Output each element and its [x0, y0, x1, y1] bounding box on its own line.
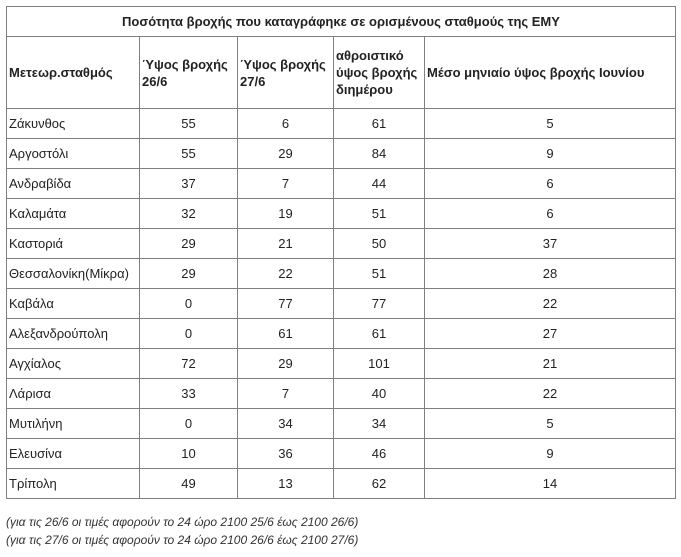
header-rain-26-6-line2: 26/6 — [142, 73, 168, 89]
two-day-total-cell: 50 — [333, 228, 425, 259]
june-average-cell: 6 — [424, 198, 676, 229]
rain-27-6-cell: 6 — [237, 108, 334, 139]
rain-26-6-cell: 72 — [139, 348, 238, 379]
table-row: Ζάκυνθος 55 6 61 5 — [6, 108, 676, 139]
june-average-cell: 5 — [424, 108, 676, 139]
station-cell: Καστοριά — [6, 228, 140, 259]
table-row: Καστοριά 29 21 50 37 — [6, 228, 676, 259]
header-rain-27-6-line2: 27/6 — [240, 73, 266, 89]
rain-27-6-cell: 29 — [237, 348, 334, 379]
rain-27-6-cell: 21 — [237, 228, 334, 259]
station-cell: Αλεξανδρούπολη — [6, 318, 140, 349]
two-day-total-cell: 46 — [333, 438, 425, 469]
station-cell: Καλαμάτα — [6, 198, 140, 229]
table-row: Καβάλα 0 77 77 22 — [6, 288, 676, 319]
header-two-day-total: αθροιστικό ύψος βροχής διημέρου — [333, 36, 425, 109]
header-row: Μετεωρ.σταθμός Ύψος βροχής 26/6 Ύψος βρο… — [6, 36, 676, 109]
table-row: Λάρισα 33 7 40 22 — [6, 378, 676, 409]
header-june-average: Μέσο μηνιαίο ύψος βροχής Ιουνίου — [424, 36, 676, 109]
rain-26-6-cell: 0 — [139, 288, 238, 319]
header-station: Μετεωρ.σταθμός — [6, 36, 140, 109]
table-row: Αγχίαλος 72 29 101 21 — [6, 348, 676, 379]
station-cell: Θεσσαλονίκη(Μίκρα) — [6, 258, 140, 289]
station-cell: Αργοστόλι — [6, 138, 140, 169]
station-cell: Αγχίαλος — [6, 348, 140, 379]
two-day-total-cell: 51 — [333, 258, 425, 289]
rain-26-6-cell: 29 — [139, 258, 238, 289]
header-two-day-total-line2: ύψος βροχής — [336, 65, 418, 80]
table-row: Καλαμάτα 32 19 51 6 — [6, 198, 676, 229]
header-two-day-total-line3: διημέρου — [336, 82, 393, 97]
rain-27-6-cell: 13 — [237, 468, 334, 499]
two-day-total-cell: 34 — [333, 408, 425, 439]
footnote: (για τις 26/6 οι τιμές αφορούν το 24 ώρο… — [6, 515, 359, 529]
rain-27-6-cell: 7 — [237, 378, 334, 409]
rain-27-6-cell: 36 — [237, 438, 334, 469]
table-row: Ανδραβίδα 37 7 44 6 — [6, 168, 676, 199]
june-average-cell: 9 — [424, 138, 676, 169]
table-row: Τρίπολη 49 13 62 14 — [6, 468, 676, 499]
station-cell: Λάρισα — [6, 378, 140, 409]
two-day-total-cell: 61 — [333, 108, 425, 139]
june-average-cell: 6 — [424, 168, 676, 199]
rainfall-table: Ποσότητα βροχής που καταγράφηκε σε ορισμ… — [6, 6, 676, 499]
two-day-total-cell: 51 — [333, 198, 425, 229]
table-row: Αργοστόλι 55 29 84 9 — [6, 138, 676, 169]
june-average-cell: 14 — [424, 468, 676, 499]
footnotes: (για τις 26/6 οι τιμές αφορούν το 24 ώρο… — [6, 513, 358, 549]
rain-27-6-cell: 34 — [237, 408, 334, 439]
rain-26-6-cell: 55 — [139, 138, 238, 169]
header-rain-26-6: Ύψος βροχής 26/6 — [139, 36, 238, 109]
station-cell: Ανδραβίδα — [6, 168, 140, 199]
rain-26-6-cell: 29 — [139, 228, 238, 259]
june-average-cell: 5 — [424, 408, 676, 439]
rain-26-6-cell: 37 — [139, 168, 238, 199]
rain-27-6-cell: 29 — [237, 138, 334, 169]
two-day-total-cell: 62 — [333, 468, 425, 499]
rain-27-6-cell: 22 — [237, 258, 334, 289]
header-rain-27-6-line1: Ύψος βροχής — [240, 56, 326, 72]
station-cell: Τρίπολη — [6, 468, 140, 499]
two-day-total-cell: 101 — [333, 348, 425, 379]
june-average-cell: 27 — [424, 318, 676, 349]
two-day-total-cell: 44 — [333, 168, 425, 199]
rain-27-6-cell: 19 — [237, 198, 334, 229]
rain-27-6-cell: 7 — [237, 168, 334, 199]
june-average-cell: 28 — [424, 258, 676, 289]
station-cell: Ελευσίνα — [6, 438, 140, 469]
rain-26-6-cell: 10 — [139, 438, 238, 469]
station-cell: Καβάλα — [6, 288, 140, 319]
june-average-cell: 21 — [424, 348, 676, 379]
rain-26-6-cell: 55 — [139, 108, 238, 139]
june-average-cell: 22 — [424, 378, 676, 409]
station-cell: Μυτιλήνη — [6, 408, 140, 439]
june-average-cell: 22 — [424, 288, 676, 319]
two-day-total-cell: 84 — [333, 138, 425, 169]
rain-27-6-cell: 61 — [237, 318, 334, 349]
rain-27-6-cell: 77 — [237, 288, 334, 319]
june-average-cell: 37 — [424, 228, 676, 259]
rainfall-table-container: Ποσότητα βροχής που καταγράφηκε σε ορισμ… — [6, 6, 676, 499]
rain-26-6-cell: 0 — [139, 408, 238, 439]
header-rain-26-6-line1: Ύψος βροχής — [142, 56, 228, 72]
table-row: Ελευσίνα 10 36 46 9 — [6, 438, 676, 469]
station-cell: Ζάκυνθος — [6, 108, 140, 139]
two-day-total-cell: 61 — [333, 318, 425, 349]
rain-26-6-cell: 33 — [139, 378, 238, 409]
table-body: Ζάκυνθος 55 6 61 5 Αργοστόλι 55 29 84 9 Ανδραβίδ… — [6, 108, 676, 499]
table-row: Θεσσαλονίκη(Μίκρα) 29 22 51 28 — [6, 258, 676, 289]
two-day-total-cell: 40 — [333, 378, 425, 409]
table-row: Μυτιλήνη 0 34 34 5 — [6, 408, 676, 439]
header-rain-27-6: Ύψος βροχής 27/6 — [237, 36, 334, 109]
rain-26-6-cell: 0 — [139, 318, 238, 349]
rain-26-6-cell: 32 — [139, 198, 238, 229]
table-row: Αλεξανδρούπολη 0 61 61 27 — [6, 318, 676, 349]
two-day-total-cell: 77 — [333, 288, 425, 319]
rain-26-6-cell: 49 — [139, 468, 238, 499]
footnote: (για τις 27/6 οι τιμές αφορούν το 24 ώρο… — [6, 533, 359, 547]
table-title: Ποσότητα βροχής που καταγράφηκε σε ορισμ… — [6, 6, 676, 37]
header-two-day-total-line1: αθροιστικό — [336, 48, 404, 63]
june-average-cell: 9 — [424, 438, 676, 469]
